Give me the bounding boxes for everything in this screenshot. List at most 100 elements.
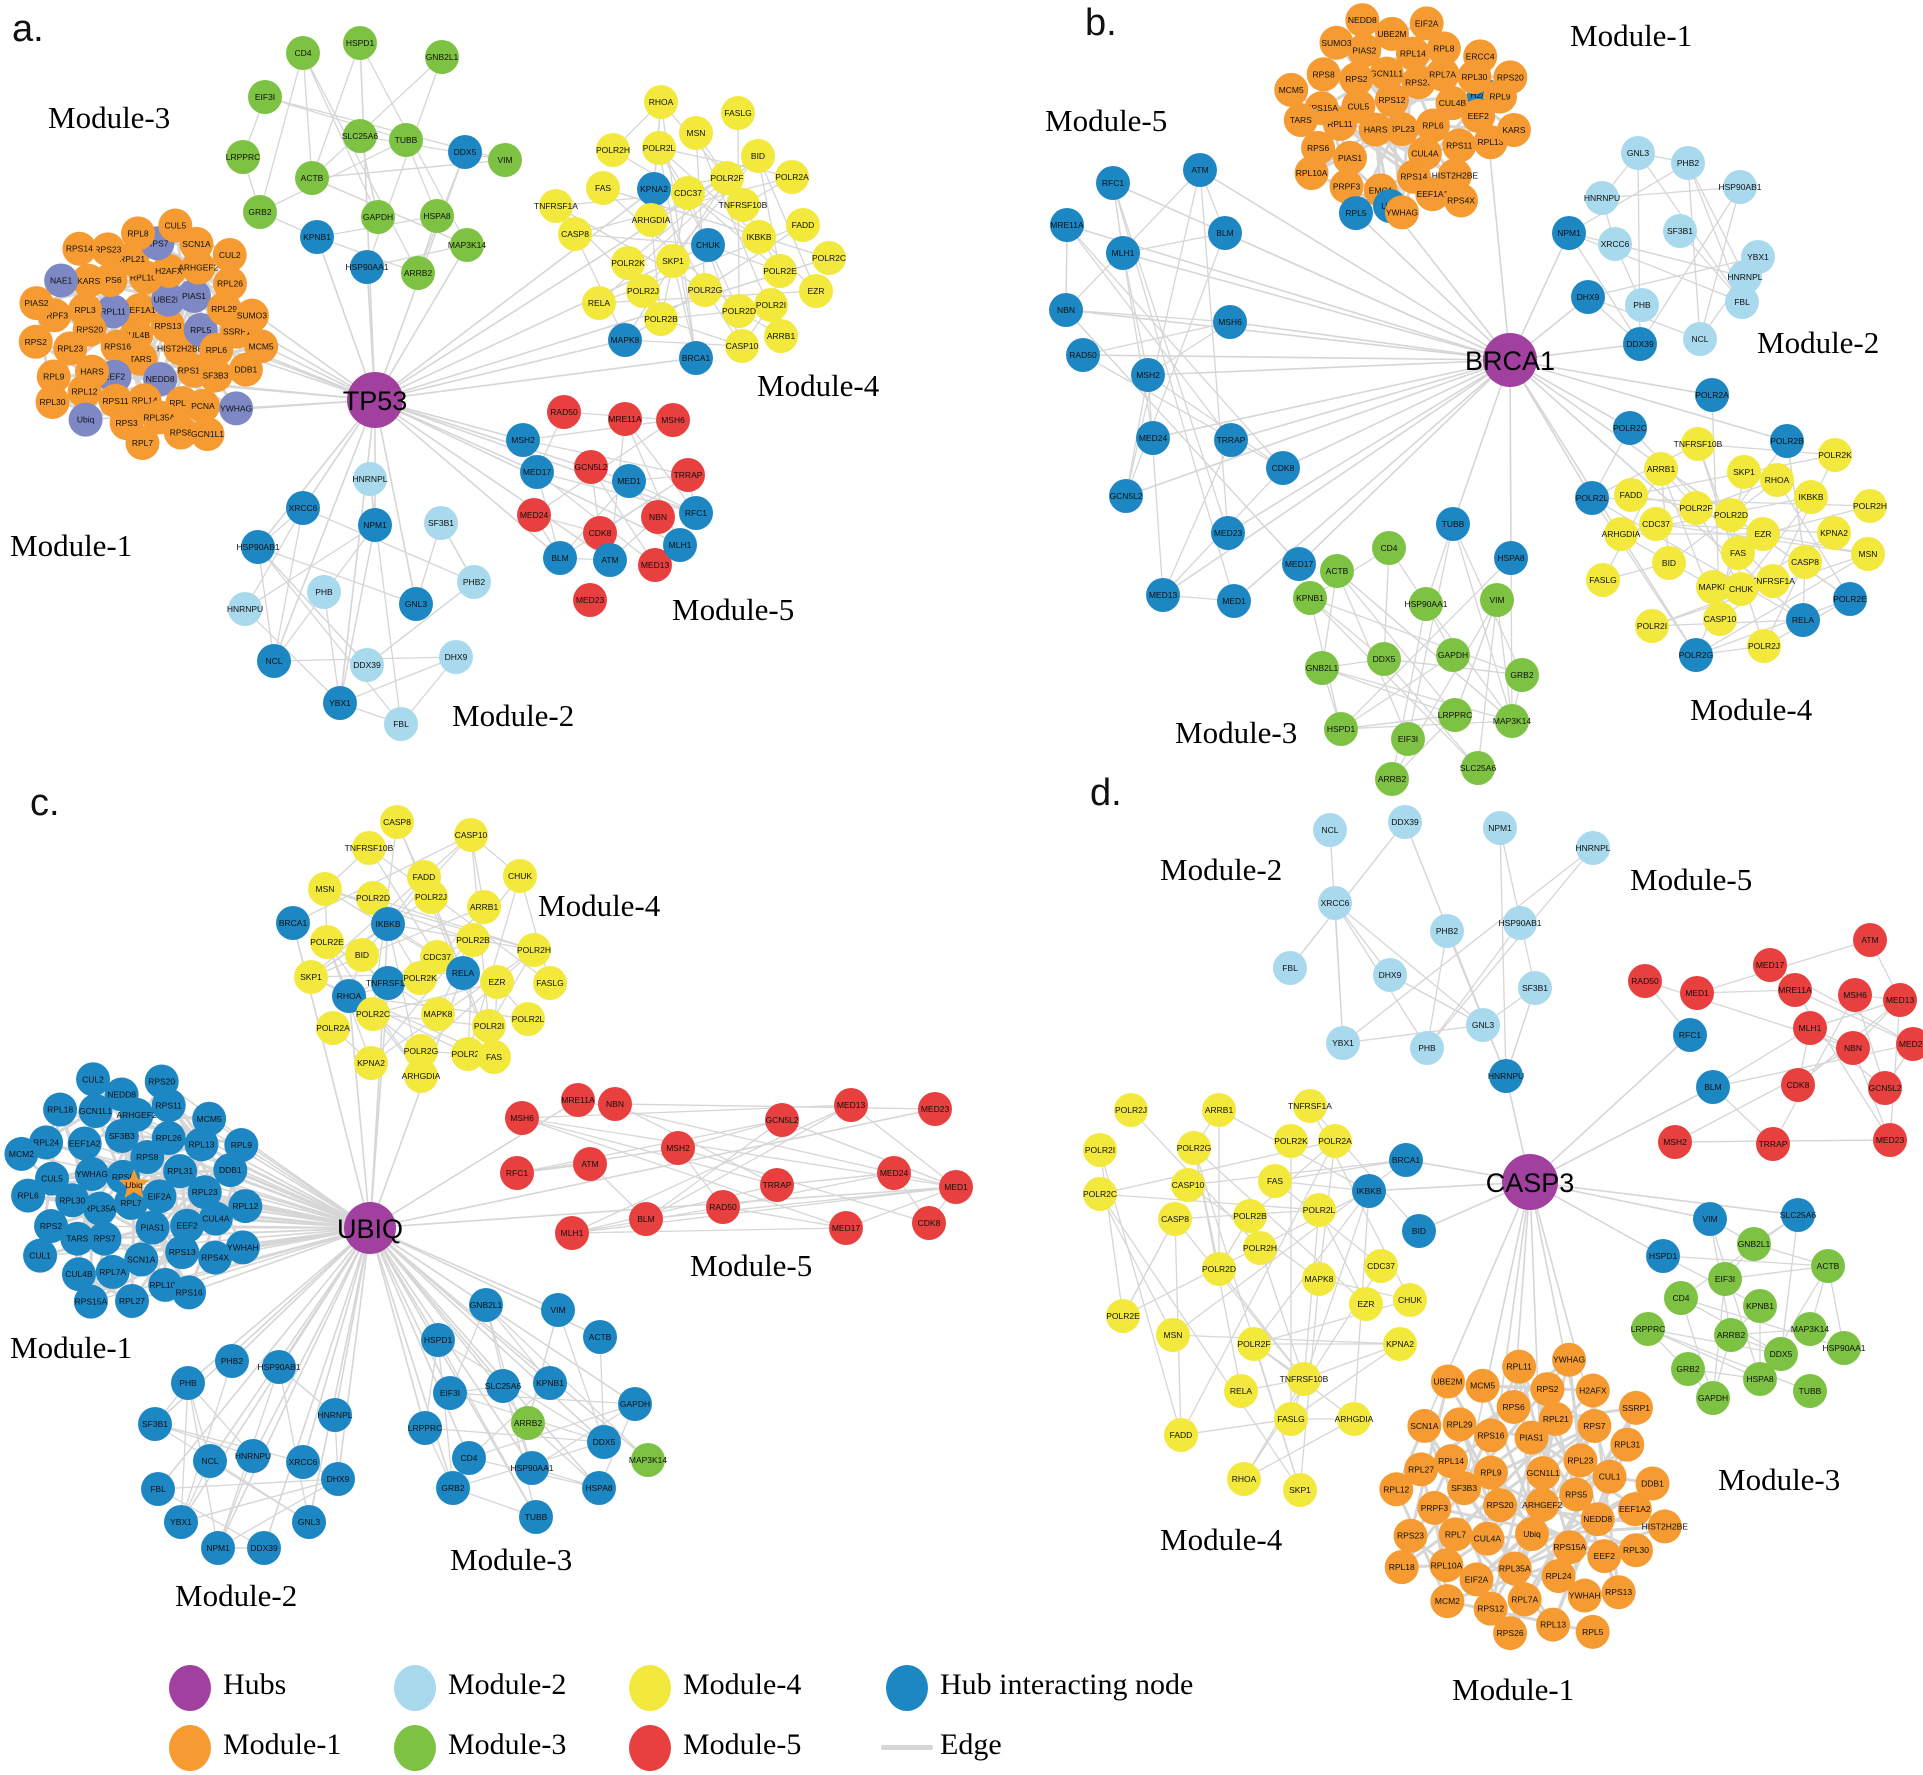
node-RAD50[interactable]: RAD50 xyxy=(1066,338,1100,372)
node-RPL12[interactable]: RPL12 xyxy=(1379,1472,1414,1507)
node-GAPDH[interactable]: GAPDH xyxy=(618,1387,652,1421)
node-KPNB1[interactable]: KPNB1 xyxy=(1293,581,1327,615)
node-UBE2M[interactable]: UBE2M xyxy=(1375,16,1410,51)
node-ATM[interactable]: ATM xyxy=(573,1147,607,1181)
node-CUL1[interactable]: CUL1 xyxy=(1592,1459,1627,1494)
node-MCM5[interactable]: MCM5 xyxy=(244,329,279,364)
node-YWHAG[interactable]: YWHAG xyxy=(1384,195,1419,230)
node-RPL3[interactable]: RPL3 xyxy=(68,292,103,327)
node-MED24[interactable]: MED24 xyxy=(1896,1027,1923,1061)
node-MCM5[interactable]: MCM5 xyxy=(192,1101,227,1136)
node-ARRB1[interactable]: ARRB1 xyxy=(467,890,501,924)
node-KARS[interactable]: KARS xyxy=(1496,112,1531,147)
node-EZR[interactable]: EZR xyxy=(480,965,514,999)
node-YBX1[interactable]: YBX1 xyxy=(1326,1026,1360,1060)
node-RPL12[interactable]: RPL12 xyxy=(228,1189,263,1224)
node-ACTB[interactable]: ACTB xyxy=(583,1320,617,1354)
node-RPL8[interactable]: RPL8 xyxy=(121,216,156,251)
node-GAPDH[interactable]: GAPDH xyxy=(1696,1381,1730,1415)
node-RPL6[interactable]: RPL6 xyxy=(11,1178,46,1213)
node-POLR2H[interactable]: POLR2H xyxy=(1853,489,1887,523)
node-MSH6[interactable]: MSH6 xyxy=(656,403,690,437)
node-PRPF3[interactable]: PRPF3 xyxy=(1417,1490,1452,1525)
node-DDB1[interactable]: DDB1 xyxy=(1635,1466,1670,1501)
node-RPS16[interactable]: RPS16 xyxy=(172,1275,207,1310)
node-RELA[interactable]: RELA xyxy=(582,286,616,320)
node-GNB2L1[interactable]: GNB2L1 xyxy=(469,1288,503,1322)
node-PIAS1[interactable]: PIAS1 xyxy=(1333,140,1368,175)
node-SF3B1[interactable]: SF3B1 xyxy=(1518,971,1552,1005)
node-RPS20[interactable]: RPS20 xyxy=(1493,60,1528,95)
node-HNRNPL[interactable]: HNRNPL xyxy=(353,462,388,496)
node-CDC37[interactable]: CDC37 xyxy=(671,176,705,210)
node-MED24[interactable]: MED24 xyxy=(877,1156,911,1190)
node-SKP1[interactable]: SKP1 xyxy=(294,960,328,994)
node-POLR2K[interactable]: POLR2K xyxy=(403,961,437,995)
node-PIAS1[interactable]: PIAS1 xyxy=(135,1210,170,1245)
node-BRCA1[interactable]: BRCA1 xyxy=(1389,1143,1423,1177)
node-POLR2G[interactable]: POLR2G xyxy=(1177,1131,1212,1165)
node-ARRB2[interactable]: ARRB2 xyxy=(1714,1318,1748,1352)
node-IKBKB[interactable]: IKBKB xyxy=(1794,480,1828,514)
node-VIM[interactable]: VIM xyxy=(488,143,522,177)
node-HNRNPL[interactable]: HNRNPL xyxy=(1576,831,1611,865)
node-RPS20[interactable]: RPS20 xyxy=(1483,1488,1518,1523)
node-MED13[interactable]: MED13 xyxy=(1146,578,1180,612)
node-MED23[interactable]: MED23 xyxy=(573,583,607,617)
node-POLR2D[interactable]: POLR2D xyxy=(722,294,756,328)
node-MED13[interactable]: MED13 xyxy=(834,1088,868,1122)
node-POLR2C[interactable]: POLR2C xyxy=(356,997,390,1031)
node-RPL7[interactable]: RPL7 xyxy=(1438,1517,1473,1552)
node-RPL10A[interactable]: RPL10A xyxy=(1429,1548,1464,1583)
node-CHUK[interactable]: CHUK xyxy=(1393,1283,1427,1317)
node-GCN5L2[interactable]: GCN5L2 xyxy=(1868,1071,1902,1105)
node-RPL14[interactable]: RPL14 xyxy=(1434,1444,1469,1479)
node-GRB2[interactable]: GRB2 xyxy=(1671,1352,1705,1386)
node-RPL9[interactable]: RPL9 xyxy=(224,1128,259,1163)
node-GCN1L1[interactable]: GCN1L1 xyxy=(190,417,225,452)
node-YWHAG[interactable]: YWHAG xyxy=(219,391,254,426)
node-CASP8[interactable]: CASP8 xyxy=(1788,545,1822,579)
node-SKP1[interactable]: SKP1 xyxy=(656,244,690,278)
node-RPS14[interactable]: RPS14 xyxy=(62,231,97,266)
node-POLR2H[interactable]: POLR2H xyxy=(517,933,551,967)
node-HSP90AA1[interactable]: HSP90AA1 xyxy=(1823,1331,1866,1365)
node-H2AFX[interactable]: H2AFX xyxy=(1575,1373,1610,1408)
node-EIF3I[interactable]: EIF3I xyxy=(1708,1262,1742,1296)
node-RPL18[interactable]: RPL18 xyxy=(1384,1550,1419,1585)
node-CASP8[interactable]: CASP8 xyxy=(1158,1202,1192,1236)
node-CDC37[interactable]: CDC37 xyxy=(1639,507,1673,541)
node-MED17[interactable]: MED17 xyxy=(520,455,554,489)
node-RPL35A[interactable]: RPL35A xyxy=(1497,1551,1532,1586)
node-MCM5[interactable]: MCM5 xyxy=(1274,72,1309,107)
node-POLR2J[interactable]: POLR2J xyxy=(1747,629,1781,663)
node-CD4[interactable]: CD4 xyxy=(286,36,320,70)
node-RPL23[interactable]: RPL23 xyxy=(1563,1443,1598,1478)
node-RFC1[interactable]: RFC1 xyxy=(500,1156,534,1190)
node-ARRB1[interactable]: ARRB1 xyxy=(1202,1093,1236,1127)
node-PHB2[interactable]: PHB2 xyxy=(1671,146,1705,180)
node-ARRB1[interactable]: ARRB1 xyxy=(1644,452,1678,486)
node-HSP90AA1[interactable]: HSP90AA1 xyxy=(1405,587,1448,621)
node-SF3B1[interactable]: SF3B1 xyxy=(424,506,458,540)
node-NEDD8[interactable]: NEDD8 xyxy=(1345,3,1380,38)
node-MED13[interactable]: MED13 xyxy=(1883,983,1917,1017)
node-TUBB[interactable]: TUBB xyxy=(1793,1374,1827,1408)
node-RAD50[interactable]: RAD50 xyxy=(1628,964,1662,998)
node-POLR2C[interactable]: POLR2C xyxy=(1613,411,1647,445)
node-NPM1[interactable]: NPM1 xyxy=(358,508,392,542)
node-GAPDH[interactable]: GAPDH xyxy=(1436,638,1470,672)
node-MED1[interactable]: MED1 xyxy=(1680,976,1714,1010)
node-NBN[interactable]: NBN xyxy=(1049,293,1083,327)
node-BLM[interactable]: BLM xyxy=(543,541,577,575)
node-NBN[interactable]: NBN xyxy=(598,1087,632,1121)
node-MSN[interactable]: MSN xyxy=(1156,1318,1190,1352)
node-MSN[interactable]: MSN xyxy=(679,116,713,150)
node-FADD[interactable]: FADD xyxy=(1614,478,1648,512)
node-TUBB[interactable]: TUBB xyxy=(519,1500,553,1534)
node-MAP3K14[interactable]: MAP3K14 xyxy=(448,228,487,262)
node-YWHAH[interactable]: YWHAH xyxy=(225,1230,260,1265)
node-RHOA[interactable]: RHOA xyxy=(1760,463,1794,497)
node-PHB2[interactable]: PHB2 xyxy=(1430,914,1464,948)
node-EIF3I[interactable]: EIF3I xyxy=(1391,722,1425,756)
